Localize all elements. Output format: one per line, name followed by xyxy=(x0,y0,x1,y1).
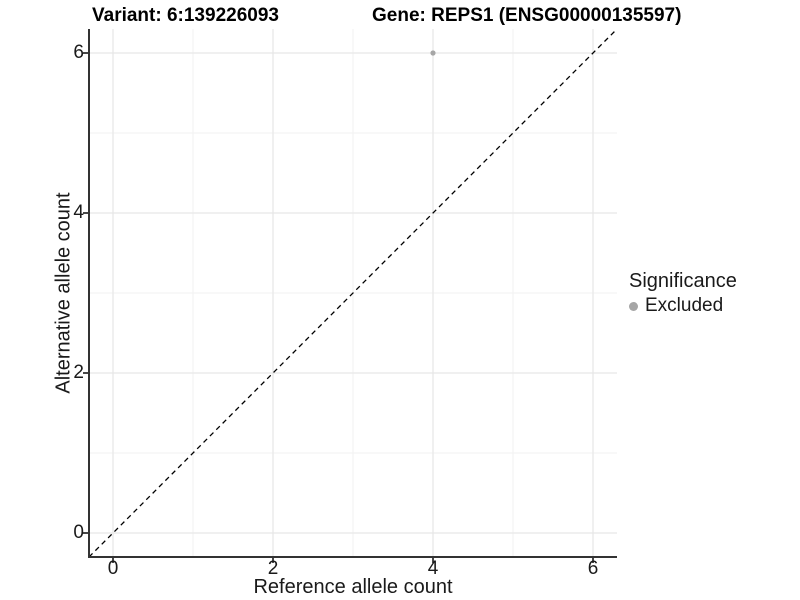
data-point xyxy=(430,50,436,56)
x-tick-label: 2 xyxy=(267,558,279,579)
y-axis-title: Alternative allele count xyxy=(52,192,75,394)
y-tick-label: 6 xyxy=(73,42,84,63)
variant-title: Variant: 6:139226093 xyxy=(92,5,279,26)
legend: Significance Excluded xyxy=(629,270,737,317)
x-tick-label: 0 xyxy=(107,558,119,579)
legend-title: Significance xyxy=(629,270,737,292)
legend-entry-label: Excluded xyxy=(645,295,724,316)
x-tick-label: 6 xyxy=(587,558,599,579)
y-tick-label: 2 xyxy=(73,362,84,383)
gene-title: Gene: REPS1 (ENSG00000135597) xyxy=(372,5,682,26)
identity-dashed-line xyxy=(88,28,618,558)
x-tick-label: 4 xyxy=(427,558,439,579)
excluded-point-icon xyxy=(629,301,638,311)
legend-entry-excluded: Excluded xyxy=(629,295,737,317)
y-tick-label: 0 xyxy=(73,522,84,543)
y-tick-label: 4 xyxy=(73,202,84,223)
x-axis-title: Reference allele count xyxy=(253,576,453,598)
